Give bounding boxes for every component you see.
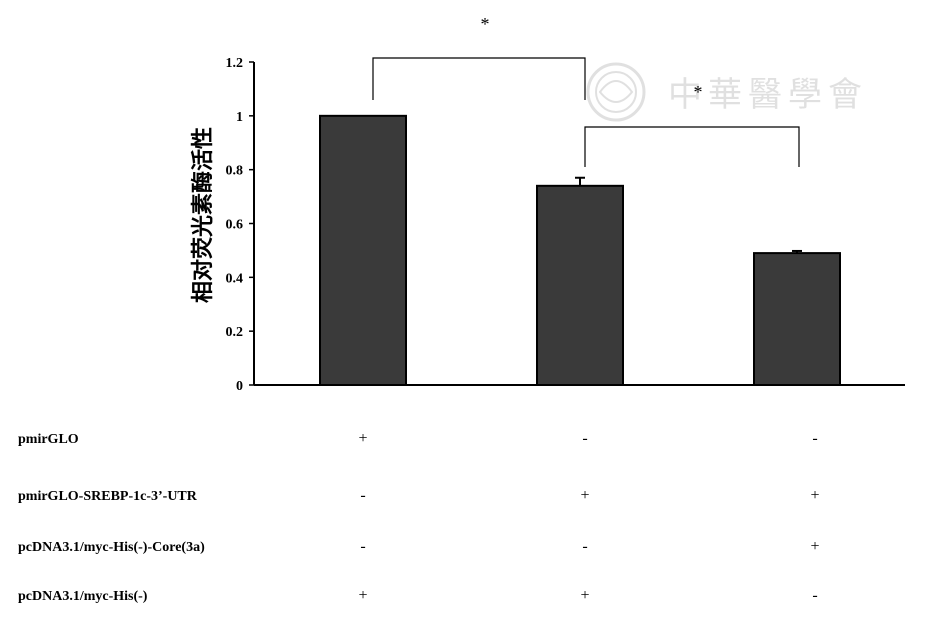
design-sign: + [810,487,819,504]
watermark-text: 中華醫學會 [668,75,868,115]
design-row-label: pmirGLO [18,432,79,447]
significance-star: * [694,82,703,102]
y-tick-label: 0.2 [226,325,244,340]
significance-brackets: ** [372,14,800,167]
design-sign: + [580,487,589,504]
bar [753,252,841,386]
design-sign: + [810,538,819,555]
design-sign: - [360,538,365,555]
design-sign: - [582,538,587,555]
y-axis-label: 相对荧光素酶活性 [190,127,216,303]
design-table: pmirGLO + - - pmirGLO-SREBP-1c-3’-UTR - + + pcDN… [18,430,820,604]
design-sign: + [358,430,367,447]
y-tick-label: 0 [236,379,243,394]
design-sign: + [358,587,367,604]
watermark: 中華醫學會 [586,62,868,122]
y-tick-label: 0.6 [226,218,244,233]
bar [319,114,407,386]
y-tick-label: 0.4 [226,271,244,286]
bars [319,114,841,386]
design-row-label: pcDNA3.1/myc-His(-) [18,589,148,604]
design-sign: + [580,587,589,604]
y-tick-label: 1.2 [226,56,244,71]
design-sign: - [812,430,817,447]
design-sign: - [812,587,817,604]
design-sign: - [582,430,587,447]
significance-star: * [481,14,490,34]
design-row-label: pcDNA3.1/myc-His(-)-Core(3a) [18,540,205,555]
y-tick-label: 1 [236,110,243,125]
y-tick-label: 0.8 [226,164,244,179]
watermark-seal-icon [586,62,646,122]
y-ticks: 0 0.2 0.4 0.6 0.8 1 1.2 [226,56,254,394]
significance-bracket [584,126,800,167]
design-row-label: pmirGLO-SREBP-1c-3’-UTR [18,489,198,504]
error-bars [575,176,802,254]
significance-bracket [372,57,586,100]
bar [536,184,624,386]
design-sign: - [360,487,365,504]
